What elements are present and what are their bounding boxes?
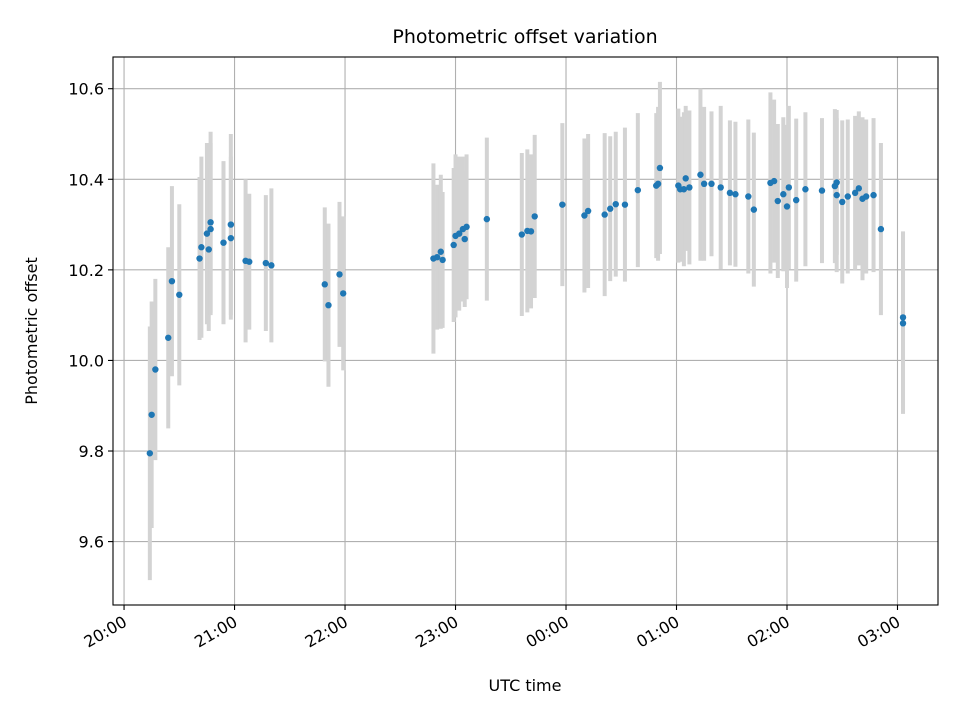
data-point (207, 225, 214, 233)
x-tick-label: 02:00 (744, 612, 793, 652)
data-point (612, 200, 619, 208)
x-tick-label: 00:00 (523, 612, 572, 652)
data-point (336, 271, 343, 278)
data-point (584, 207, 592, 215)
data-point (745, 193, 752, 200)
data-point (717, 184, 724, 191)
data-point (654, 180, 662, 188)
data-point (732, 191, 739, 198)
x-tick-label: 03:00 (854, 612, 903, 652)
data-point (246, 258, 253, 265)
data-point (634, 186, 642, 194)
y-tick-label: 9.6 (79, 533, 104, 552)
y-tick-label: 10.4 (68, 170, 104, 189)
data-point (176, 291, 183, 298)
data-point (700, 180, 708, 188)
data-point (227, 221, 235, 228)
grid (113, 57, 938, 605)
data-point (518, 231, 526, 238)
data-point (146, 450, 154, 457)
data-point (686, 184, 693, 191)
data-point (463, 223, 470, 231)
y-tick-label: 9.8 (79, 442, 104, 461)
data-point (207, 219, 214, 226)
data-point (783, 203, 791, 210)
data-point (818, 187, 826, 194)
data-point (780, 191, 787, 198)
data-point (268, 262, 275, 269)
data-point (339, 290, 347, 297)
data-points (146, 164, 907, 457)
chart-title: Photometric offset variation (392, 26, 657, 48)
data-point (607, 205, 614, 212)
data-point (793, 196, 800, 204)
y-tick-label: 10.6 (68, 80, 104, 99)
x-axis-label: UTC time (489, 676, 562, 695)
data-point (862, 193, 870, 200)
data-point (433, 253, 441, 261)
x-tick-label: 23:00 (412, 612, 461, 652)
data-point (559, 201, 566, 208)
data-point (839, 198, 846, 206)
data-point (203, 230, 211, 237)
data-point (220, 239, 227, 246)
data-point (527, 228, 535, 235)
data-point (165, 334, 172, 341)
error-bars (147, 81, 906, 581)
data-point (439, 256, 446, 264)
data-point (851, 189, 859, 197)
data-point (196, 255, 203, 262)
data-point (321, 281, 328, 288)
data-point (450, 241, 457, 249)
data-point (148, 411, 155, 418)
data-point (802, 186, 809, 193)
data-point (168, 277, 176, 285)
data-point (774, 197, 781, 205)
data-point (456, 230, 463, 237)
data-point (855, 185, 863, 192)
data-point (899, 320, 907, 327)
data-point (870, 191, 877, 199)
data-point (325, 301, 332, 309)
data-point (844, 193, 851, 200)
plot-frame (112, 56, 939, 606)
data-point (833, 191, 840, 199)
data-point (770, 177, 778, 185)
data-point (899, 314, 907, 321)
data-point (581, 212, 588, 219)
data-point (785, 184, 793, 191)
x-tick-label: 22:00 (302, 612, 351, 652)
data-point (682, 175, 689, 182)
data-point (531, 213, 538, 220)
y-axis-label: Photometric offset (22, 257, 41, 405)
data-point (833, 179, 840, 186)
data-point (708, 180, 715, 188)
data-point (601, 211, 608, 218)
x-tick-label: 20:00 (81, 612, 130, 652)
x-tick-label: 21:00 (191, 612, 240, 652)
data-point (621, 201, 629, 208)
data-point (726, 189, 734, 197)
data-point (483, 215, 491, 223)
y-tick-label: 10.0 (68, 351, 104, 370)
data-point (198, 244, 205, 251)
data-point (697, 171, 704, 178)
data-point (437, 248, 444, 255)
data-point (262, 259, 270, 267)
y-tick-label: 10.2 (68, 261, 104, 280)
data-point (152, 366, 159, 373)
data-point (680, 186, 688, 193)
data-point (750, 206, 758, 213)
data-point (205, 246, 212, 253)
data-point (227, 234, 235, 242)
x-tick-label: 01:00 (633, 612, 682, 652)
data-point (877, 225, 885, 233)
data-point (461, 235, 468, 243)
data-point (656, 164, 664, 172)
